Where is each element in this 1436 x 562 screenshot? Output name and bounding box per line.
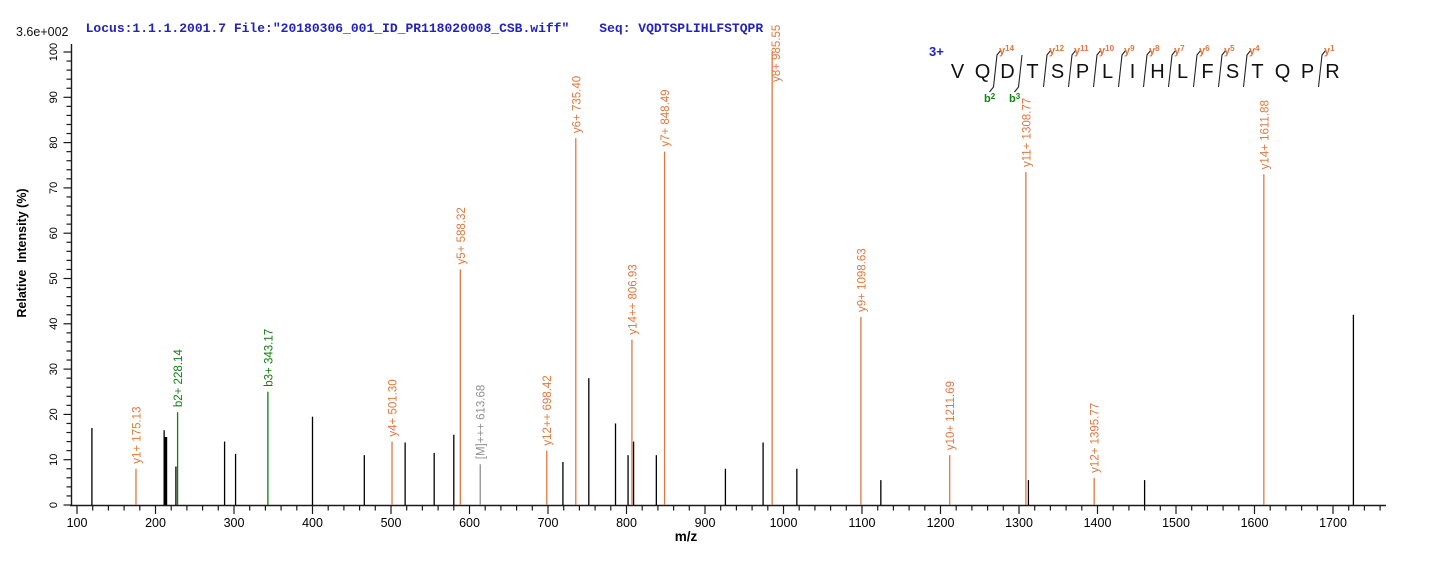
- y-tick-label: 70: [48, 182, 60, 194]
- x-tick-label: 600: [459, 516, 480, 530]
- x-tick-label: 200: [145, 516, 166, 530]
- peak-label-y12++: y12++ 698.42: [542, 375, 554, 445]
- peak-label-[M]+++: [M]+++ 613.68: [476, 385, 488, 459]
- locus-file-label: Locus:1.1.1.2001.7 File:"20180306_001_ID…: [85, 21, 570, 36]
- y-tick-label: 40: [48, 318, 60, 330]
- x-tick-label: 700: [538, 516, 559, 530]
- y-tick-label: 0: [48, 502, 60, 508]
- peak-label-y12+: y12+ 1395.77: [1090, 403, 1102, 473]
- peak-label-y10+: y10+ 1211.69: [945, 381, 957, 450]
- x-tick-label: 1100: [849, 516, 876, 530]
- y-tick-label: 20: [48, 408, 60, 420]
- x-tick-label: 1400: [1084, 516, 1112, 530]
- peak-label-b3+: b3+ 343.17: [263, 329, 275, 387]
- peak-label-y9+: y9+ 1098.63: [856, 248, 868, 312]
- x-tick-label: 1700: [1319, 516, 1347, 530]
- x-tick-label: 1600: [1241, 516, 1269, 530]
- x-tick-label: 1300: [1005, 516, 1033, 530]
- y-tick-label: 90: [48, 91, 60, 103]
- x-tick-label: 900: [695, 516, 716, 530]
- peak-label-y7+: y7+ 848.49: [660, 89, 672, 146]
- x-tick-label: 300: [224, 516, 245, 530]
- sequence-label: Seq: VQDTSPLIHLFSTQPR: [599, 21, 764, 36]
- intensity-scale-label: 3.6e+002: [16, 25, 69, 39]
- peak-label-y5+: y5+ 588.32: [456, 207, 468, 264]
- peak-label-y4+: y4+ 501.30: [388, 379, 400, 436]
- peak-label-y11+: y11+ 1308.77: [1021, 98, 1033, 167]
- peak-label-y8+: y8+ 985.55: [771, 25, 783, 82]
- x-tick-label: 500: [381, 516, 402, 530]
- peak-label-y6+: y6+ 735.40: [571, 76, 583, 133]
- peak-label-b2+: b2+ 228.14: [173, 349, 185, 407]
- header-line: Locus:1.1.1.2001.7 File:"20180306_001_ID…: [70, 6, 764, 36]
- y-tick-label: 10: [48, 454, 60, 466]
- y-tick-label: 100: [48, 43, 60, 61]
- x-tick-label: 1000: [770, 516, 798, 530]
- x-tick-label: 800: [616, 516, 637, 530]
- y-tick-label: 30: [48, 363, 60, 375]
- y-tick-label: 50: [48, 272, 60, 284]
- x-tick-label: 100: [67, 516, 88, 530]
- y-tick-label: 80: [48, 136, 60, 148]
- x-tick-label: 1500: [1162, 516, 1190, 530]
- peak-label-y1+: y1+ 175.13: [131, 407, 143, 464]
- x-tick-label: 1200: [927, 516, 955, 530]
- x-tick-label: 400: [302, 516, 323, 530]
- peak-label-y14++: y14++ 806.93: [627, 264, 639, 334]
- x-axis-title: m/z: [674, 529, 698, 544]
- y-tick-label: 60: [48, 227, 60, 239]
- peak-label-y14+: y14+ 1611.88: [1259, 100, 1271, 169]
